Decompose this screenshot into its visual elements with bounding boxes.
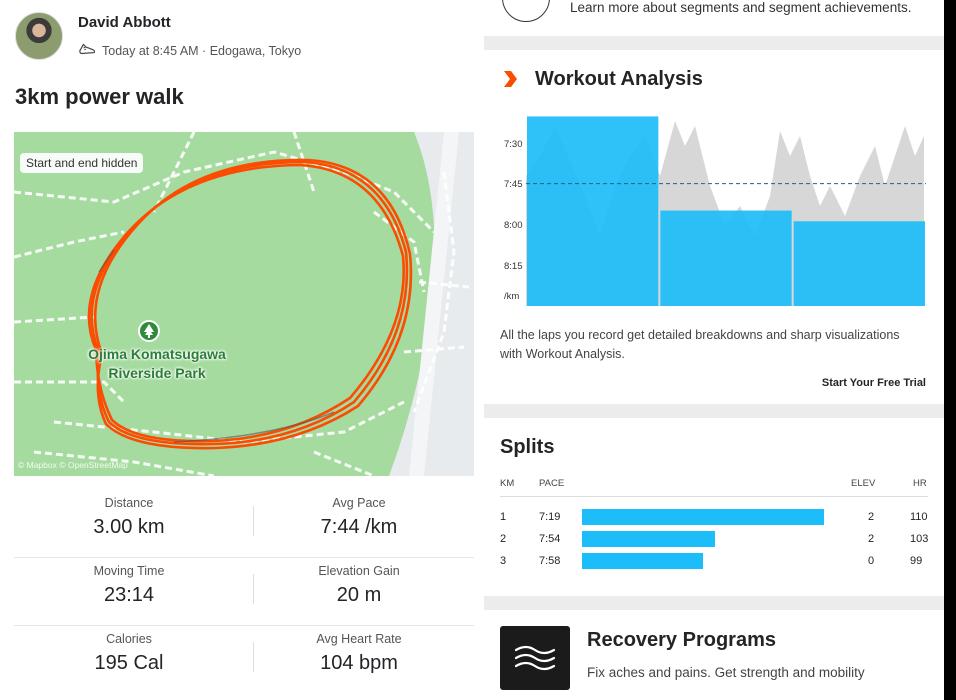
section-divider (484, 404, 944, 418)
segments-info-link[interactable]: Learn more about segments and segment ac… (570, 0, 912, 15)
stat-label: Calories (106, 632, 152, 646)
y-tick-label: /km (504, 291, 520, 302)
athlete-avatar[interactable] (15, 12, 63, 60)
lap-bar[interactable] (793, 221, 925, 306)
park-label-line2: Riverside Park (108, 365, 206, 381)
workout-analysis-description: All the laps you record get detailed bre… (500, 328, 900, 361)
park-label: Ojima Komatsugawa Riverside Park (72, 345, 242, 383)
split-km: 3 (500, 555, 507, 567)
route-map[interactable]: Start and end hidden Ojima Komatsugawa R… (14, 132, 474, 476)
activity-title: 3km power walk (15, 84, 184, 109)
pace-chart-canvas (526, 116, 926, 306)
stat-value: 20 m (336, 584, 382, 606)
stat-value: 104 bpm (320, 652, 398, 674)
start-end-hidden-badge: Start and end hidden (20, 153, 144, 173)
y-tick-label: 8:00 (504, 220, 523, 231)
activity-meta: Today at 8:45 AM · Edogawa, Tokyo (78, 40, 301, 61)
stat-calories: Calories 195 Cal (14, 632, 244, 675)
split-km: 2 (500, 533, 507, 545)
splits-header-km: KM (500, 478, 515, 489)
splits-title: Splits (500, 436, 555, 458)
workout-analysis-title: Workout Analysis (535, 68, 703, 90)
map-attribution[interactable]: © Mapbox © OpenStreetMap (18, 460, 128, 470)
athlete-name[interactable]: David Abbott (78, 14, 171, 31)
stat-label: Moving Time (93, 564, 165, 578)
stats-row: Distance 3.00 km Avg Pace 7:44 /km (14, 490, 474, 558)
stat-value: 7:44 /km (320, 516, 398, 538)
split-pace-bar (582, 553, 703, 569)
split-km: 1 (500, 511, 507, 523)
stat-moving-time: Moving Time 23:14 (14, 564, 244, 607)
stat-avg-heart-rate: Avg Heart Rate 104 bpm (244, 632, 474, 675)
split-elev: 0 (868, 555, 875, 567)
splits-header-hr: HR (913, 478, 927, 489)
split-pace: 7:54 (539, 533, 561, 545)
stat-elevation-gain: Elevation Gain 20 m (244, 564, 474, 607)
stat-distance: Distance 3.00 km (14, 496, 244, 539)
split-pace: 7:19 (539, 511, 561, 523)
y-tick-label: 8:15 (504, 261, 523, 272)
activity-datetime-location: Today at 8:45 AM · Edogawa, Tokyo (102, 43, 302, 58)
section-divider (484, 596, 944, 610)
recovery-programs-title[interactable]: Recovery Programs (587, 629, 776, 651)
split-elev: 2 (868, 511, 875, 523)
workout-analysis-chart[interactable]: 7:30 7:45 8:00 8:15 /km (500, 116, 928, 312)
stat-avg-pace: Avg Pace 7:44 /km (244, 496, 474, 539)
stat-divider (253, 574, 254, 604)
shoe-icon (78, 40, 96, 61)
stat-divider (253, 642, 254, 672)
stat-label: Avg Heart Rate (316, 632, 402, 646)
split-hr: 103 (910, 533, 929, 545)
segment-achievement-icon (502, 0, 550, 22)
stat-value: 3.00 km (93, 516, 165, 538)
stat-value: 23:14 (103, 584, 155, 606)
splits-header-elev: ELEV (851, 478, 876, 489)
waves-icon (500, 626, 570, 690)
stat-value: 195 Cal (94, 652, 164, 674)
splits-header-pace: PACE (539, 478, 565, 489)
start-free-trial-link[interactable]: Start Your Free Trial (821, 377, 926, 389)
park-label-line1: Ojima Komatsugawa (88, 346, 226, 362)
lap-bars (527, 116, 925, 306)
split-elev: 2 (868, 533, 875, 545)
stats-row: Moving Time 23:14 Elevation Gain 20 m (14, 558, 474, 626)
splits-header-divider (500, 496, 928, 497)
lap-bar[interactable] (660, 210, 792, 306)
stat-label: Elevation Gain (318, 564, 400, 578)
stats-row: Calories 195 Cal Avg Heart Rate 104 bpm (14, 626, 474, 694)
split-pace-bar (582, 509, 824, 525)
y-tick-label: 7:45 (504, 179, 523, 190)
activity-panel: David Abbott Today at 8:45 AM · Edogawa,… (0, 0, 484, 700)
chevron-right-icon (504, 71, 517, 87)
section-divider (484, 36, 944, 50)
analysis-panel: Learn more about segments and segment ac… (484, 0, 944, 700)
tree-icon (138, 320, 160, 342)
y-tick-label: 7:30 (504, 139, 523, 150)
map-canvas (14, 132, 474, 476)
split-pace: 7:58 (539, 555, 561, 567)
stat-label: Avg Pace (332, 496, 386, 510)
stat-divider (253, 506, 254, 536)
split-hr: 99 (910, 555, 923, 567)
activity-stats: Distance 3.00 km Avg Pace 7:44 /km Movin… (14, 490, 474, 694)
stat-label: Distance (104, 496, 154, 510)
recovery-programs-description: Fix aches and pains. Get strength and mo… (587, 665, 865, 680)
split-hr: 110 (910, 511, 928, 523)
split-pace-bar (582, 531, 716, 547)
lap-bar[interactable] (527, 116, 659, 306)
